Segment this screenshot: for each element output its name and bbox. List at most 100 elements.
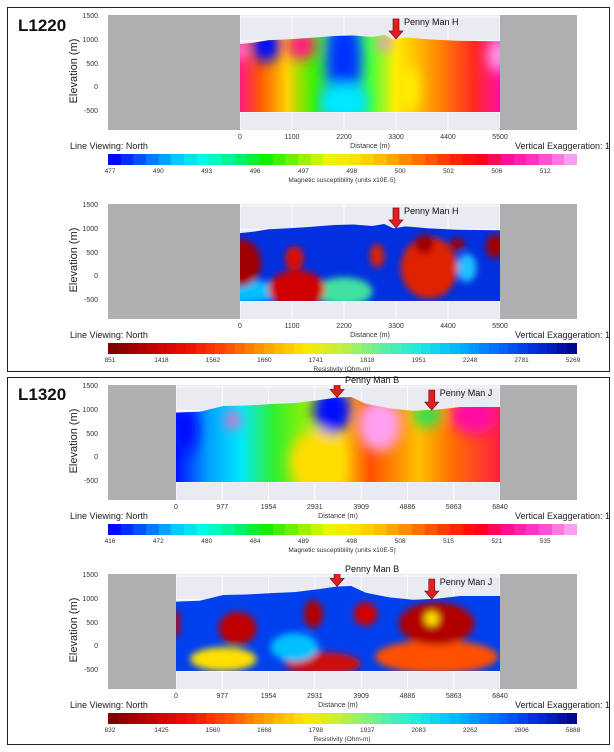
y-tick-label: 1500 [82, 202, 98, 209]
colorbar-swatch [158, 154, 172, 165]
x-tick-label: 3300 [388, 323, 404, 330]
heatmap-anomaly [176, 609, 180, 638]
colorbar-swatch [264, 713, 275, 724]
colorbar-swatch [108, 154, 121, 165]
colorbar-swatch [500, 154, 514, 165]
colorbar-swatch [348, 154, 362, 165]
x-axis-title: Distance (m) [318, 702, 358, 709]
colorbar-swatch [488, 524, 501, 535]
heatmap-anomaly [400, 236, 458, 299]
section-plot [108, 15, 577, 130]
colorbar-swatch [518, 343, 528, 354]
colorbar-swatch [564, 154, 577, 165]
colorbar-tick-label: 496 [249, 168, 261, 175]
vertical-exaggeration-label: Vertical Exaggeration: 1 [514, 511, 610, 521]
colorbar-swatch [120, 154, 134, 165]
no-data-right [500, 15, 577, 130]
colorbar-swatch [557, 713, 567, 724]
colorbar-tick-label: 480 [201, 538, 213, 545]
colorbar-tick-label: 508 [394, 538, 406, 545]
colorbar-swatch [215, 343, 226, 354]
colorbar-swatch [459, 713, 470, 724]
colorbar-swatch [361, 343, 372, 354]
colorbar-swatch [127, 713, 138, 724]
colorbar-swatch [247, 154, 261, 165]
line-label-l1220: L1220 [18, 16, 67, 35]
heatmap-anomaly [176, 406, 198, 454]
colorbar-swatch [459, 343, 470, 354]
heatmap-section [176, 585, 500, 672]
colorbar-swatch [298, 154, 311, 165]
colorbar-swatch [469, 713, 480, 724]
colorbar-tick-label: 1798 [308, 727, 323, 734]
line-viewing-label: Line Viewing: North [70, 141, 148, 151]
x-tick-label: 3909 [353, 504, 369, 511]
colorbar-swatch [348, 524, 362, 535]
colorbar-swatch [209, 524, 223, 535]
colorbar-title: Resistivity (Ohm-m) [313, 736, 371, 743]
heatmap-anomaly [370, 244, 385, 268]
colorbar-swatch [146, 524, 159, 535]
colorbar-swatch [298, 524, 311, 535]
colorbar-swatch [430, 343, 441, 354]
colorbar-swatch [272, 154, 286, 165]
colorbar-swatch [322, 713, 333, 724]
y-tick-label: -500 [83, 108, 98, 115]
x-tick-label: 5500 [492, 134, 508, 141]
colorbar-tick-label: 484 [249, 538, 261, 545]
heatmap-anomaly [270, 633, 319, 662]
colorbar-swatch [186, 343, 196, 354]
penny-man-arrow-icon [424, 389, 440, 411]
heatmap-section [240, 35, 500, 112]
colorbar-tick-label: 472 [152, 538, 164, 545]
colorbar-tick-label: 1562 [205, 357, 221, 364]
colorbar-swatch [133, 154, 147, 165]
penny-man-arrow-icon [424, 578, 440, 600]
colorbar-swatch [283, 343, 294, 354]
line-l1220-frame [7, 7, 610, 372]
colorbar-swatch [391, 343, 401, 354]
heatmap-anomaly [377, 36, 392, 51]
colorbar-swatch [564, 524, 577, 535]
colorbar-swatch [547, 343, 558, 354]
colorbar-tick-label: 521 [491, 538, 503, 545]
x-tick-label: 2200 [336, 323, 352, 330]
colorbar-swatch [260, 524, 273, 535]
x-axis-title: Distance (m) [318, 513, 358, 520]
colorbar-swatch [234, 154, 248, 165]
colorbar-swatch [361, 713, 372, 724]
colorbar-tick-label: 5269 [565, 357, 581, 364]
colorbar-swatch [527, 713, 538, 724]
colorbar-swatch [222, 524, 235, 535]
heatmap-anomaly [414, 234, 434, 254]
colorbar-tick-label: 512 [539, 168, 551, 175]
x-tick-label: 0 [238, 134, 242, 141]
colorbar-swatch [313, 713, 323, 724]
y-tick-label: 500 [86, 430, 98, 438]
colorbar-swatch [449, 713, 460, 724]
colorbar-swatch [117, 713, 128, 724]
y-tick-label: 1000 [82, 595, 98, 603]
heatmap-anomaly [327, 35, 361, 103]
heatmap-anomaly [225, 410, 240, 430]
colorbar-swatch [166, 343, 177, 354]
colorbar-swatch [381, 343, 392, 354]
heatmap-anomaly [374, 640, 499, 672]
no-data-left [108, 15, 240, 130]
colorbar-swatch [158, 524, 172, 535]
section-plot [108, 204, 577, 319]
y-tick-label: 0 [94, 454, 98, 462]
line-viewing-label: Line Viewing: North [70, 330, 148, 340]
colorbar-tick-label: 1741 [308, 357, 323, 364]
vertical-exaggeration-label: Vertical Exaggeration: 1 [514, 700, 610, 710]
colorbar-tick-label: 2781 [514, 357, 529, 364]
heatmap-base [240, 35, 500, 112]
x-tick-label: 0 [174, 693, 178, 700]
colorbar-tick-label: 502 [443, 168, 454, 175]
line-label-l1320: L1320 [18, 385, 67, 404]
colorbar-swatch [410, 343, 421, 354]
colorbar-swatch [488, 343, 499, 354]
section-plot [108, 385, 577, 500]
penny-man-arrow-icon [388, 18, 404, 40]
colorbar-swatch [272, 524, 286, 535]
